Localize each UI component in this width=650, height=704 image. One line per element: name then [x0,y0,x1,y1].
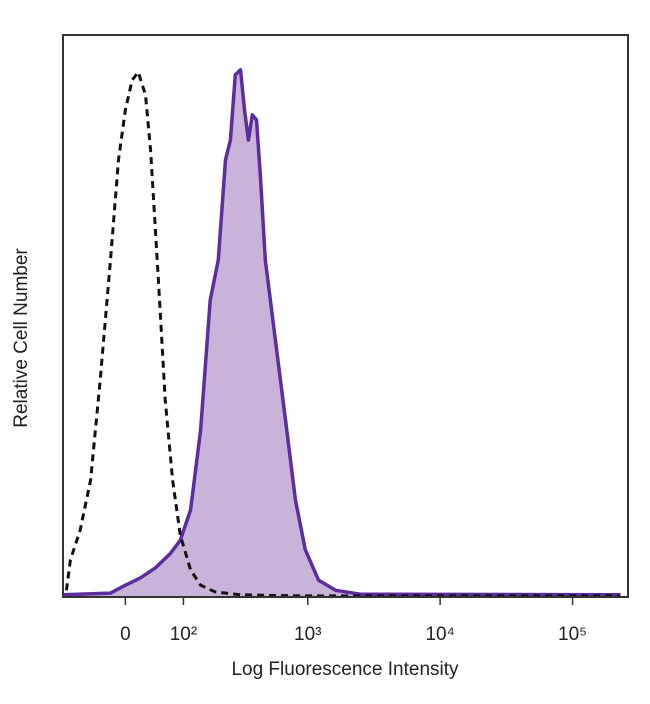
x-axis-label: Log Fluorescence Intensity [231,659,459,680]
histogram-line [63,68,621,597]
x-tick-label: 10² [170,624,197,645]
y-axis-label: Relative Cell Number [11,248,32,428]
plot-frame [62,34,629,598]
histogram-line [64,70,621,598]
x-tick-label: 10⁵ [558,624,587,645]
x-tick-label: 0 [120,624,131,645]
x-tick-label: 10³ [294,624,321,645]
plot-area [63,68,621,598]
histogram-area [63,69,621,598]
x-tick-label: 10⁴ [425,624,454,645]
